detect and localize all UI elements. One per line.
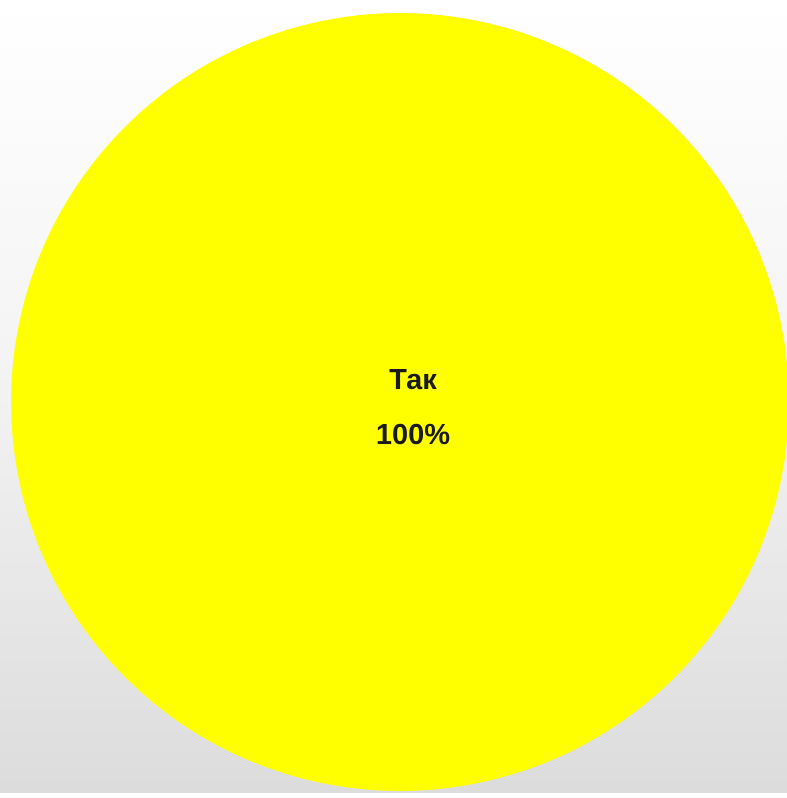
slice-percent-label: 100% [376, 419, 450, 451]
pie-slices [11, 13, 787, 791]
slice-category-label: Так [389, 364, 437, 396]
pie-slice [11, 13, 787, 791]
pie-data-labels: Так 100% [376, 364, 450, 451]
